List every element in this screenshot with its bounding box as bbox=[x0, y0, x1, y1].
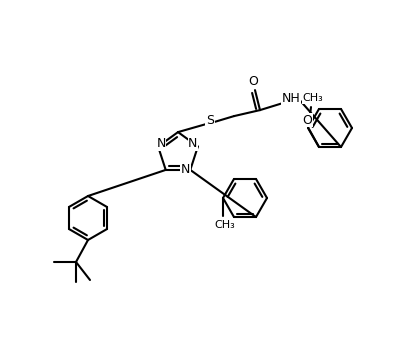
Text: CH₃: CH₃ bbox=[302, 93, 323, 103]
Text: O: O bbox=[302, 113, 312, 126]
Text: O: O bbox=[248, 74, 258, 88]
Text: S: S bbox=[206, 113, 214, 127]
Text: NH: NH bbox=[282, 92, 300, 105]
Text: N: N bbox=[181, 163, 190, 176]
Text: CH₃: CH₃ bbox=[215, 220, 235, 230]
Text: N: N bbox=[188, 137, 197, 150]
Text: N: N bbox=[156, 137, 166, 150]
